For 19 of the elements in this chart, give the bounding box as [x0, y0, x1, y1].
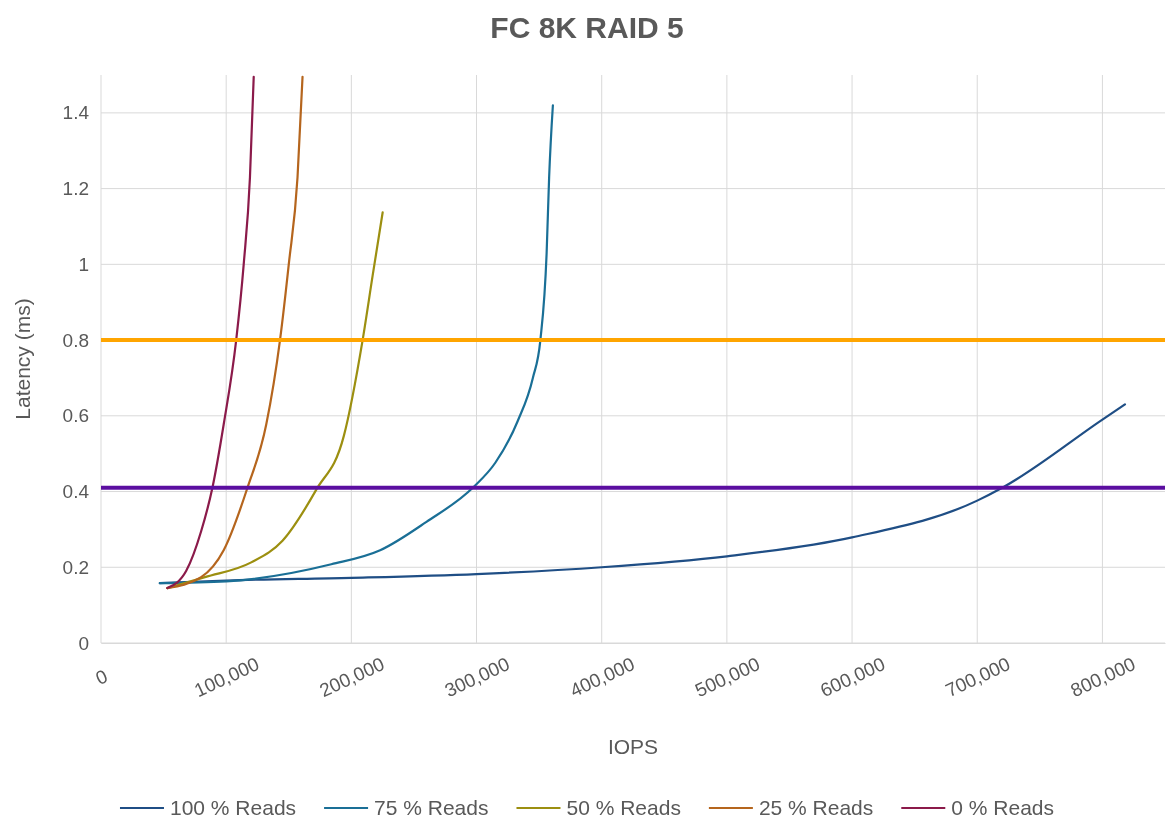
line-series: [166, 75, 304, 590]
legend-label: 50 % Reads: [566, 796, 681, 819]
y-axis-title: Latency (ms): [11, 298, 34, 420]
line-series: [158, 104, 554, 585]
y-tick-label: 0.6: [62, 405, 89, 427]
legend-label: 75 % Reads: [374, 796, 489, 819]
line-series: [166, 75, 255, 590]
legend-label: 100 % Reads: [169, 796, 297, 819]
legend-label: 25 % Reads: [758, 796, 874, 819]
y-tick-label: 0.2: [62, 556, 89, 578]
y-tick-label: 0: [78, 632, 89, 654]
y-tick-label: 0.8: [62, 329, 89, 351]
x-axis-title: IOPS: [607, 735, 659, 758]
legend-label: 0 % Reads: [951, 796, 1055, 819]
y-tick-label: 1: [78, 253, 89, 275]
y-tick-label: 0.4: [62, 481, 90, 503]
chart-title: FC 8K RAID 5: [490, 11, 684, 44]
y-tick-label: 1.2: [62, 178, 89, 200]
y-tick-label: 1.4: [62, 102, 90, 124]
